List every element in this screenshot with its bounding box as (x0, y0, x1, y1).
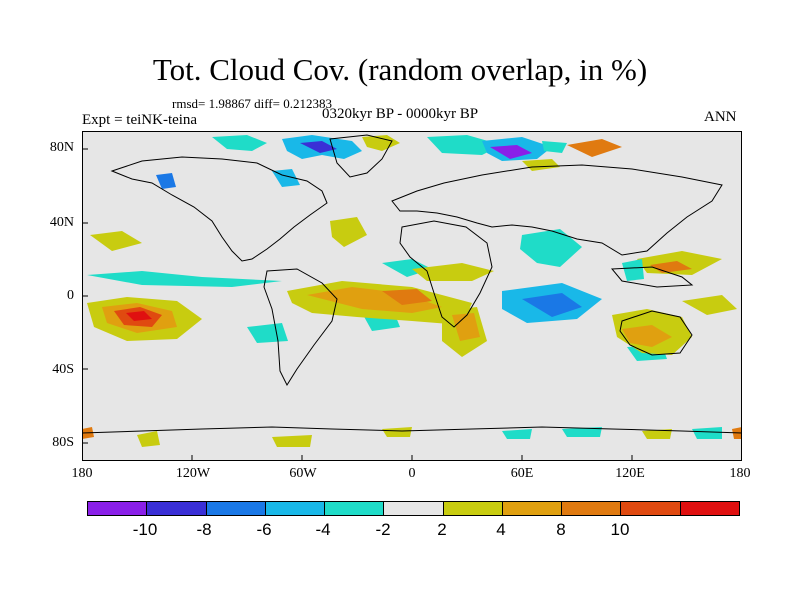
lat-label-80s: 80S (52, 435, 74, 450)
colorbar-cell-10 (621, 502, 681, 515)
season-label: ANN (704, 109, 737, 125)
colorbar-cell-7 (443, 502, 503, 515)
lon-label-180e: 180 (729, 466, 751, 481)
colorbar-cell-1 (88, 502, 148, 515)
coastline-africa (399, 220, 493, 328)
colorbar-label-10: 10 (610, 520, 630, 539)
lon-label-60w: 60W (289, 466, 317, 481)
colorbar-cell-2 (147, 502, 207, 515)
patch-arabian-sea-neg (520, 229, 582, 267)
patch-southwest-pacific-pos (682, 295, 737, 315)
cloud-cover-map (82, 131, 742, 461)
lon-label-120w: 120W (175, 466, 211, 481)
colorbar-label-2: 2 (437, 520, 447, 539)
patch-east-siberia-neg (542, 141, 567, 153)
patch-antarctic-pos-3 (382, 427, 412, 437)
patch-south-africa-mid-pos (452, 313, 480, 341)
patch-scandinavia-neg (427, 135, 502, 155)
experiment-label: Expt = teiNK-teina (82, 112, 198, 128)
lat-label-40s: 40S (52, 362, 74, 377)
patch-tropical-pacific-neg (87, 271, 282, 287)
patch-north-pacific-pos (90, 231, 142, 251)
coastline-eurasia (391, 164, 723, 256)
patch-east-siberia-pos (567, 139, 622, 157)
lat-label-40n: 40N (49, 215, 74, 230)
colorbar-label-8: 8 (556, 520, 566, 539)
patch-australia-mid-pos (622, 325, 672, 347)
patch-siberia-strong-neg (490, 145, 532, 159)
colorbar (87, 501, 740, 516)
axis-ticks (82, 148, 633, 461)
colorbar-cell-4 (265, 502, 326, 515)
colorbar-label-4: 4 (496, 520, 506, 539)
anomaly-patches (82, 135, 742, 447)
patch-amazon-strong-pos (382, 289, 432, 305)
colorbar-label-neg6: -6 (256, 520, 272, 539)
patch-central-asia-pos (522, 159, 560, 171)
lat-label-eq: 0 (67, 288, 74, 303)
patch-arctic-canada-strong-neg (300, 141, 337, 153)
patch-antarctic-pos-2 (272, 435, 312, 447)
patch-south-pacific-max-pos (126, 311, 152, 321)
coastline-north-america (110, 156, 328, 262)
patch-greenland-pos (362, 135, 400, 151)
coastline-south-america (263, 268, 338, 387)
lon-label-120e: 120E (615, 466, 645, 481)
colorbar-label-neg4: -4 (315, 520, 331, 539)
colorbar-cell-9 (562, 502, 622, 515)
colorbar-label-neg10: -10 (132, 520, 158, 539)
patch-antarctic-neg-1 (502, 429, 532, 439)
coastlines (82, 134, 742, 434)
patch-maritime-neg (622, 259, 644, 281)
patch-equatorial-africa-pos (412, 263, 494, 281)
coastline-australia (619, 310, 693, 356)
coastline-indonesia (610, 266, 694, 288)
lon-label-60e: 60E (510, 466, 534, 481)
patch-north-atlantic-pos (330, 217, 367, 247)
coastline-greenland (329, 134, 393, 178)
patch-amazon-pos (307, 287, 442, 313)
patch-alaska-neg (212, 135, 267, 151)
colorbar-cell-6 (384, 502, 444, 515)
colorbar-label-neg2: -2 (375, 520, 391, 539)
lon-label-0: 0 (408, 466, 416, 481)
colorbar-cell-3 (206, 502, 266, 515)
patch-antarctic-pos-4 (642, 429, 672, 439)
colorbar-label-neg8: -8 (196, 520, 212, 539)
colorbar-cell-5 (325, 502, 385, 515)
period-label: 0320kyr BP - 0000kyr BP (322, 106, 479, 122)
lat-label-80n: 80N (49, 140, 74, 155)
map-title: Tot. Cloud Cov. (random overlap, in %) (152, 52, 648, 87)
coastline-antarctica (82, 426, 742, 434)
patch-alaska-coast-neg (156, 173, 176, 189)
patch-antarctic-neg-3 (692, 427, 722, 439)
patch-indian-ocean-strong-neg (522, 293, 582, 317)
patch-antarctic-pos-1 (137, 431, 160, 447)
colorbar-cell-11 (680, 502, 739, 515)
colorbar-cell-8 (502, 502, 563, 515)
patch-antarctic-neg-2 (562, 427, 602, 437)
rmsd-diff-stats: rmsd= 1.98867 diff= 0.212383 (172, 96, 332, 111)
lon-label-180w: 180 (71, 466, 93, 481)
